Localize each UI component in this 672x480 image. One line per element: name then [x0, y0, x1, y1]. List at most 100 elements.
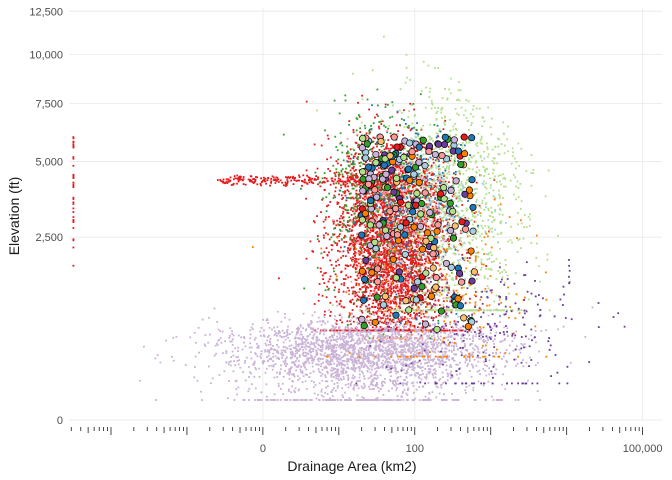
data-point [504, 388, 507, 391]
data-point [493, 179, 496, 181]
data-point [453, 329, 456, 332]
data-point [366, 345, 368, 348]
data-point [443, 331, 446, 334]
data-point [379, 326, 382, 328]
data-point [397, 243, 399, 246]
data-point [389, 225, 392, 227]
data-point [385, 259, 388, 262]
data-point [391, 243, 393, 246]
data-point [465, 386, 468, 388]
data-point [349, 242, 352, 245]
data-point [387, 147, 390, 150]
data-point [315, 354, 318, 356]
data-point [376, 272, 378, 274]
data-point [488, 230, 490, 233]
data-point [404, 264, 407, 267]
data-point [421, 385, 424, 388]
data-point [416, 285, 419, 288]
data-point [431, 373, 434, 375]
data-point [295, 345, 297, 348]
data-point [422, 243, 424, 246]
data-point [384, 225, 387, 228]
data-point [296, 357, 299, 360]
data-point [347, 265, 350, 267]
data-point [383, 204, 385, 207]
data-point [435, 257, 438, 260]
data-point [397, 371, 399, 373]
data-point [356, 180, 359, 183]
data-point [375, 168, 378, 171]
data-point [340, 271, 342, 274]
data-point [485, 348, 488, 351]
data-point [395, 211, 397, 214]
data-point [450, 155, 453, 157]
data-point [432, 329, 435, 332]
data-point [389, 252, 392, 255]
data-point [375, 214, 378, 217]
data-point [402, 264, 405, 267]
data-point [371, 214, 374, 217]
data-point [411, 197, 414, 200]
data-point [380, 262, 383, 265]
data-point [331, 372, 334, 375]
data-point [400, 285, 402, 287]
data-point [368, 283, 371, 286]
data-point [457, 377, 460, 380]
data-point [376, 236, 378, 238]
data-point [332, 281, 335, 284]
data-point [411, 354, 413, 357]
data-point [355, 284, 358, 286]
data-point [323, 188, 326, 191]
data-point [397, 245, 400, 247]
data-point [233, 399, 236, 401]
data-point [432, 359, 434, 361]
data-point [361, 94, 363, 97]
data-point [399, 329, 402, 331]
data-point [404, 227, 406, 230]
data-point [385, 327, 388, 330]
data-point [333, 329, 335, 332]
data-point [410, 266, 413, 269]
data-point [354, 221, 357, 223]
data-point [325, 341, 327, 344]
data-point [403, 261, 406, 264]
data-point [359, 296, 361, 299]
data-point [362, 282, 365, 285]
data-point [360, 238, 363, 240]
data-point [383, 248, 386, 250]
data-point [417, 232, 420, 234]
data-point [374, 180, 376, 182]
data-point [353, 248, 355, 250]
data-point [376, 256, 379, 259]
data-point [404, 269, 406, 272]
data-point [340, 283, 343, 286]
data-point [401, 209, 404, 211]
data-point [388, 271, 391, 274]
data-point [383, 356, 386, 359]
data-point [417, 241, 420, 244]
data-point [383, 240, 385, 243]
data-point [412, 346, 415, 349]
data-point [436, 220, 438, 223]
data-point [410, 233, 412, 236]
data-point [356, 265, 359, 268]
data-point [334, 227, 337, 229]
data-point [430, 195, 432, 198]
data-point [427, 225, 430, 228]
data-point [391, 318, 394, 321]
data-point [399, 187, 402, 189]
data-point [230, 360, 232, 363]
data-point [459, 329, 462, 332]
data-point [422, 237, 424, 240]
data-point [283, 363, 286, 366]
data-point [343, 343, 345, 346]
data-point [349, 257, 352, 260]
data-point [388, 193, 391, 195]
data-point [357, 250, 360, 252]
data-point [304, 343, 307, 346]
data-point [394, 368, 397, 371]
data-point [380, 263, 382, 266]
data-point [329, 347, 331, 350]
data-point [322, 278, 324, 280]
data-point [406, 293, 409, 296]
